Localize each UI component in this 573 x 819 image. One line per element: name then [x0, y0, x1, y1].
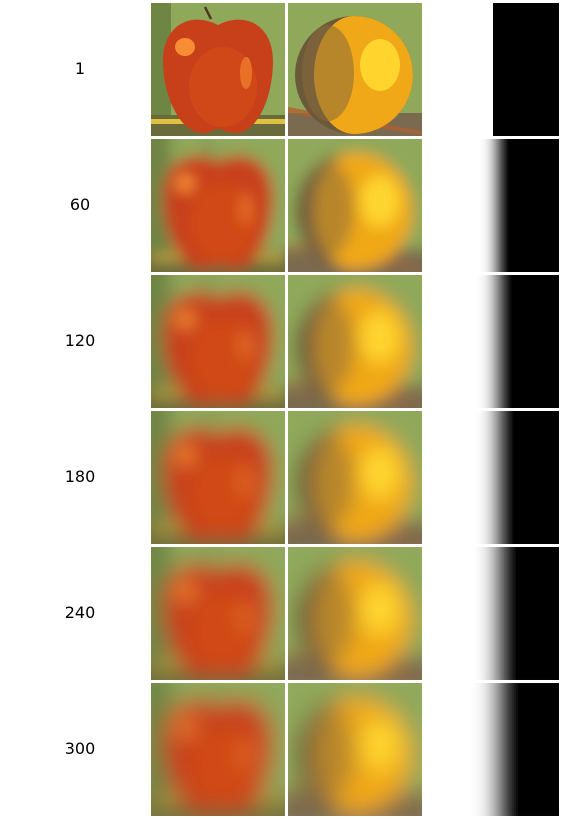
row-label-180: 180: [64, 466, 96, 486]
mask-image: [425, 275, 559, 408]
row-label-240: 240: [64, 602, 96, 622]
row-label-300: 300: [64, 738, 96, 758]
apple-image: [151, 683, 285, 816]
mask-image: [425, 683, 559, 816]
mask-image: [425, 411, 559, 544]
apple-image: [151, 3, 285, 136]
mask-image: [425, 3, 559, 136]
row-label-120: 120: [64, 330, 96, 350]
orange-image: [288, 547, 422, 680]
apple-image: [151, 411, 285, 544]
row-label-1: 1: [74, 58, 86, 78]
row-label-60: 60: [69, 194, 91, 214]
apple-image: [151, 547, 285, 680]
apple-image: [151, 275, 285, 408]
orange-image: [288, 275, 422, 408]
orange-image: [288, 683, 422, 816]
mask-image: [425, 547, 559, 680]
orange-image: [288, 139, 422, 272]
apple-image: [151, 139, 285, 272]
mask-image: [425, 139, 559, 272]
orange-image: [288, 3, 422, 136]
orange-image: [288, 411, 422, 544]
